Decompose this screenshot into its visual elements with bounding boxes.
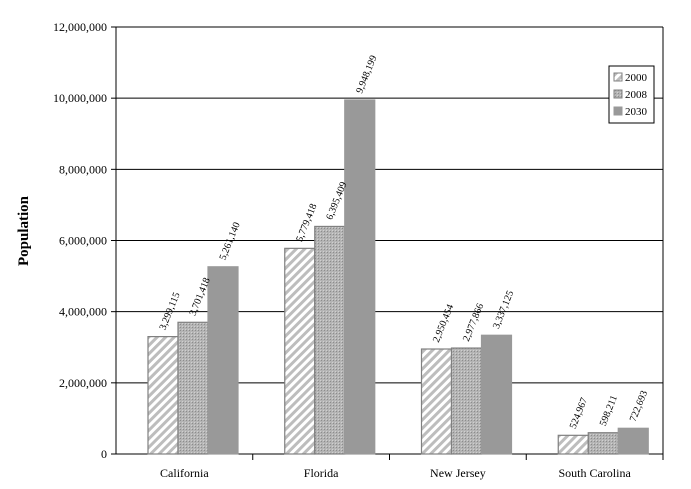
bar-2000-florida [284,247,316,455]
category-label: Florida [304,466,339,480]
bars [147,99,649,455]
y-tick-label: 2,000,000 [59,376,107,390]
y-tick-label: 12,000,000 [53,20,107,34]
bar-2008-south-carolina [587,432,619,455]
bar-2030-florida [344,99,376,455]
legend-label: 2030 [625,106,648,118]
bar-2008-california [177,321,209,455]
legend-swatch-2008 [613,89,623,99]
data-label: 598,211 [598,394,620,428]
legend: 2000 2008 2030 [608,65,655,124]
legend-swatch-2000 [613,72,623,82]
bar-2000-new-jersey [420,348,453,455]
data-label: 3,337,125 [491,289,516,330]
gridlines [116,26,663,384]
bar-2008-new-jersey [450,347,483,455]
y-tick-label: 6,000,000 [59,234,107,248]
y-tick-label: 8,000,000 [59,162,107,176]
category-label: California [160,466,209,480]
y-axis-title: Population [16,195,32,266]
data-label: 5,261,140 [218,221,243,262]
data-label: 524,967 [568,396,590,430]
data-label: 2,950,454 [431,303,456,344]
category-label: New Jersey [430,466,486,480]
bar-2008-florida [314,225,346,455]
bar-2000-south-carolina [557,434,589,455]
bar-2030-california [207,266,239,455]
bar-2030-new-jersey [480,334,513,455]
y-tick-label: 10,000,000 [53,91,107,105]
data-label: 9,948,199 [354,54,379,95]
legend-label: 2008 [625,89,648,101]
data-label: 722,693 [628,389,650,423]
y-tick-label: 4,000,000 [59,305,107,319]
bar-2000-california [147,336,179,455]
category-label: South Carolina [558,466,631,480]
bar-2030-south-carolina [617,427,649,455]
legend-label: 2000 [625,72,648,84]
legend-swatch-2030 [613,106,623,116]
y-tick-label: 0 [101,447,107,461]
